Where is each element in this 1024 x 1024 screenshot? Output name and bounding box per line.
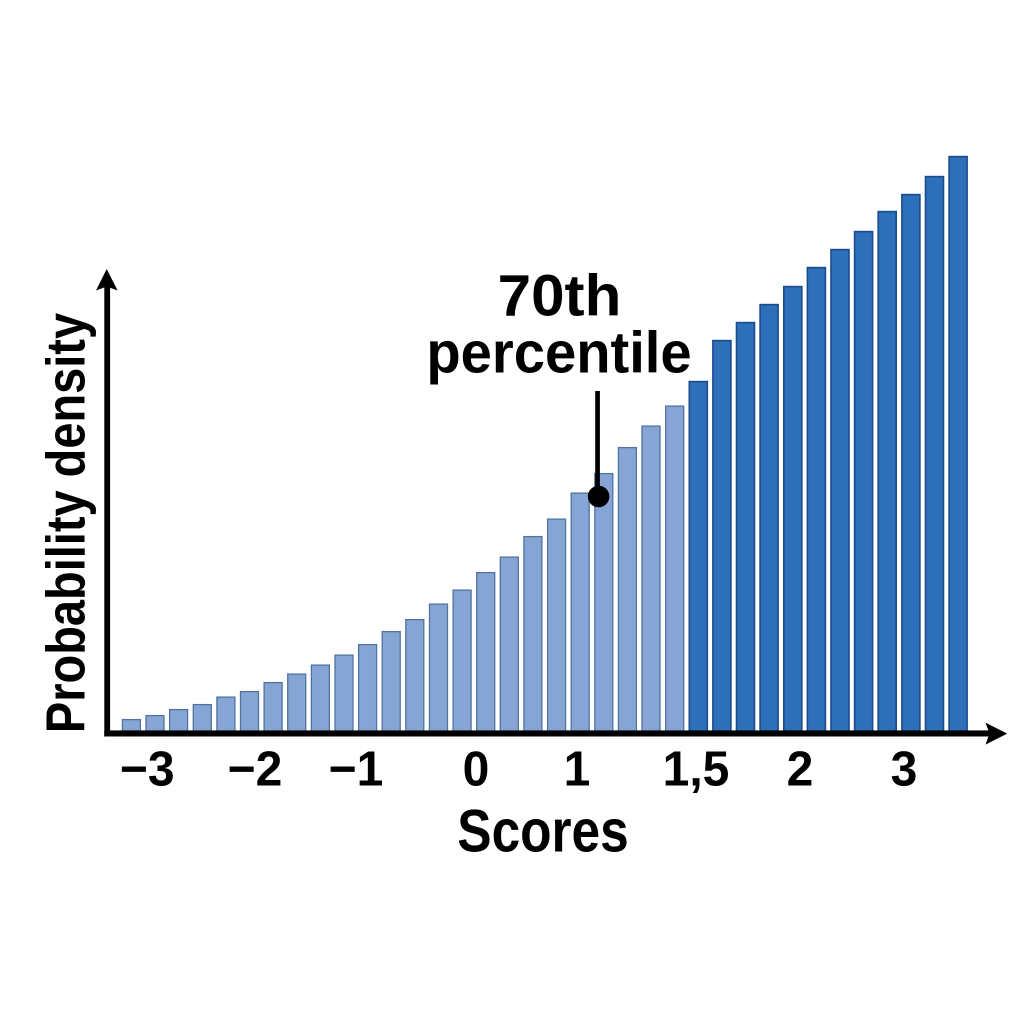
svg-text:2: 2	[787, 742, 814, 797]
svg-text:−1: −1	[329, 742, 384, 797]
svg-text:Scores: Scores	[457, 797, 628, 865]
svg-text:0: 0	[463, 742, 490, 797]
svg-text:3: 3	[891, 742, 918, 797]
svg-text:−3: −3	[120, 742, 175, 797]
svg-text:70th: 70th	[498, 262, 622, 328]
svg-text:Probability density: Probability density	[35, 312, 96, 733]
svg-text:1,5: 1,5	[663, 742, 730, 797]
svg-text:1: 1	[564, 742, 591, 797]
svg-text:percentile: percentile	[426, 320, 691, 385]
svg-text:−2: −2	[228, 742, 283, 797]
